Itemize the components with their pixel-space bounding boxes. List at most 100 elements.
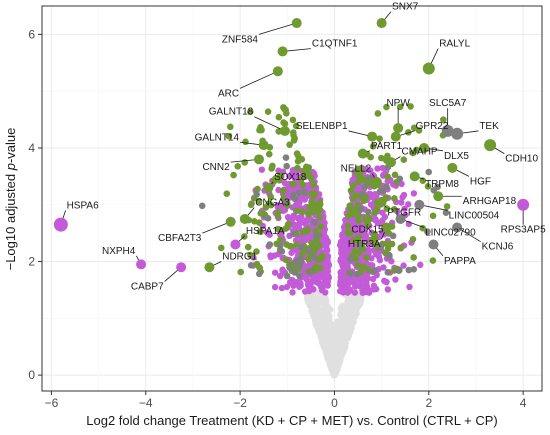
labeled-point: [258, 140, 269, 151]
point-significant-grey: [290, 230, 297, 238]
point-significant-green: [289, 129, 297, 136]
point-significant-green: [363, 254, 370, 262]
labeled-point: [239, 213, 250, 224]
gene-label: RPS3AP5: [501, 225, 546, 236]
point-significant-magenta: [345, 237, 352, 244]
point-significant-green: [413, 146, 420, 154]
point-significant-grey: [424, 228, 431, 235]
gene-label: C1QTNF1: [312, 39, 358, 50]
point-significant-green: [312, 244, 319, 252]
gene-label: SNX7: [392, 2, 419, 13]
point-significant-grey: [283, 272, 291, 280]
point-significant-grey: [282, 154, 290, 161]
point-significant-grey: [278, 248, 286, 255]
point-significant-magenta: [379, 164, 386, 172]
point-significant-grey: [366, 174, 374, 182]
labeled-point: [393, 123, 404, 134]
plot-panel-border: [41, 5, 543, 392]
point-significant-green: [298, 250, 306, 258]
point-significant-green: [255, 219, 263, 226]
gene-label: CDH10: [505, 154, 538, 165]
point-significant-grey: [301, 188, 308, 196]
point-significant-grey: [266, 241, 274, 248]
point-significant-magenta: [324, 239, 332, 246]
point-significant-grey: [365, 208, 372, 216]
point-significant-magenta: [291, 221, 298, 228]
point-significant-magenta: [363, 288, 370, 296]
point-not-significant: [352, 301, 359, 308]
point-significant-magenta: [321, 277, 329, 284]
point-significant-grey: [310, 219, 318, 226]
labeled-point: [414, 199, 425, 210]
point-not-significant: [338, 314, 346, 321]
point-not-significant: [335, 360, 342, 368]
point-significant-grey: [434, 183, 441, 191]
gene-label: TRPM8: [425, 179, 459, 190]
point-significant-magenta: [368, 255, 375, 262]
point-significant-green: [358, 166, 365, 173]
point-significant-magenta: [288, 249, 295, 256]
background-points: [198, 103, 451, 379]
grid-lines: [42, 6, 542, 391]
point-significant-green: [316, 200, 324, 208]
point-significant-green: [274, 208, 282, 216]
point-significant-magenta: [338, 283, 345, 290]
point-significant-green: [352, 209, 360, 217]
labeled-points: [53, 18, 530, 273]
point-significant-magenta: [297, 282, 304, 289]
point-significant-green: [234, 162, 242, 170]
point-not-significant: [306, 297, 314, 305]
point-significant-magenta: [289, 289, 296, 296]
point-significant-magenta: [337, 241, 344, 248]
point-not-significant: [340, 306, 347, 314]
labeled-point: [272, 66, 283, 77]
labeled-point: [386, 157, 397, 168]
point-significant-green: [275, 226, 282, 233]
gene-label: TEK: [479, 121, 499, 132]
point-significant-grey: [357, 242, 364, 249]
point-significant-magenta: [369, 262, 376, 269]
point-significant-grey: [305, 246, 313, 254]
point-significant-green: [267, 193, 275, 200]
point-not-significant: [329, 321, 336, 328]
gene-label: GALNT18: [209, 107, 254, 118]
gene-label: PAPPA: [444, 256, 476, 267]
point-significant-magenta: [384, 178, 391, 185]
label-connector: [258, 22, 297, 35]
point-significant-green: [280, 119, 287, 126]
x-axis-title: Log2 fold change Treatment (KD + CP + ME…: [86, 413, 497, 428]
point-significant-grey: [283, 198, 291, 205]
point-significant-grey: [389, 232, 397, 240]
point-significant-magenta: [376, 256, 384, 264]
point-significant-green: [217, 244, 225, 252]
x-tick-label: 2: [425, 396, 432, 410]
point-significant-magenta: [398, 180, 405, 188]
point-significant-green: [355, 233, 362, 241]
point-significant-green: [344, 212, 352, 220]
labeled-point: [451, 127, 464, 140]
gene-label: ARHGAP18: [463, 196, 517, 207]
point-significant-green: [265, 150, 273, 158]
labeled-point: [371, 177, 382, 188]
gene-label: DLX5: [444, 151, 469, 162]
point-significant-green: [244, 243, 252, 251]
point-significant-green: [242, 138, 249, 146]
point-significant-magenta: [266, 231, 273, 238]
point-significant-grey: [384, 269, 392, 276]
point-not-significant: [357, 298, 365, 305]
labeled-point: [53, 217, 68, 232]
point-significant-magenta: [398, 199, 405, 206]
labeled-point: [253, 154, 264, 165]
point-not-significant: [347, 294, 354, 301]
point-significant-magenta: [337, 257, 344, 265]
gene-label: HSPA1A: [246, 226, 285, 237]
point-significant-green: [424, 183, 432, 190]
point-significant-magenta: [380, 264, 387, 271]
point-significant-green: [317, 223, 325, 231]
point-not-significant: [320, 296, 327, 303]
point-not-significant: [336, 343, 343, 350]
point-significant-magenta: [284, 213, 292, 221]
labeled-point: [204, 262, 215, 273]
point-significant-magenta: [301, 288, 309, 295]
gene-label: NDRG1: [222, 252, 257, 263]
